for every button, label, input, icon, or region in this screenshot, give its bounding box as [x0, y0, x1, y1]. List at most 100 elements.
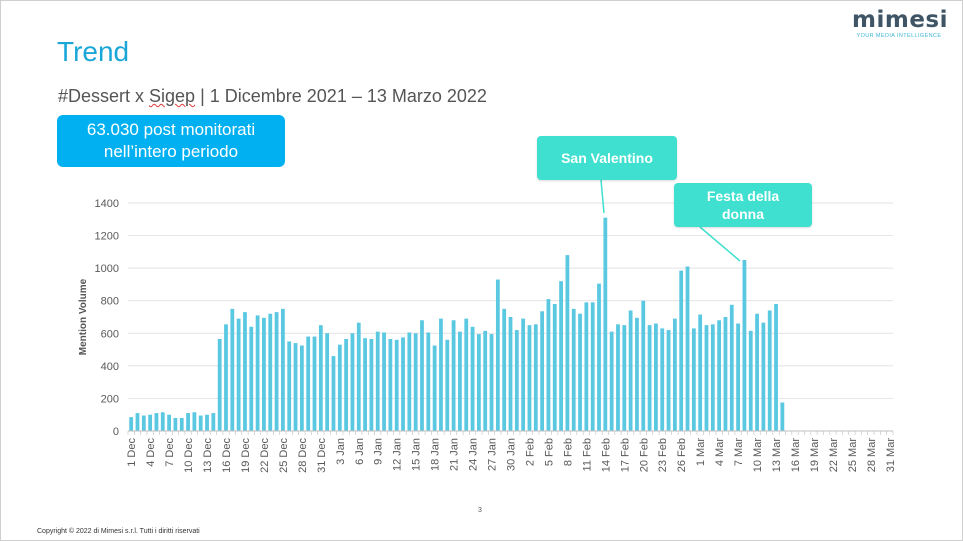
x-tick-label: 21 Jan	[449, 438, 461, 471]
bar	[186, 413, 190, 431]
x-tick-label: 24 Jan	[468, 438, 480, 471]
chart-x-axis: 1 Dec 4 Dec 7 Dec 10 Dec 13 Dec 16 Dec 19 Dec 2…	[126, 430, 897, 473]
x-tick-label: 23 Feb	[657, 438, 669, 472]
y-tick-label: 1000	[95, 263, 119, 275]
bar	[571, 308, 576, 431]
x-tick-label: 6 Jan	[354, 438, 366, 465]
total-posts-line2: nell’intero periodo	[103, 142, 239, 161]
x-tick-label: 16 Dec	[221, 438, 233, 473]
x-tick-label: 19 Mar	[809, 438, 821, 473]
x-tick-label: 27 Jan	[487, 438, 499, 471]
bar	[154, 413, 159, 431]
y-tick-label: 0	[113, 426, 119, 438]
x-tick-label: 5 Feb	[543, 438, 555, 466]
bar	[243, 312, 247, 431]
x-tick-label: 26 Feb	[676, 438, 688, 472]
bar	[129, 417, 134, 431]
bar	[375, 331, 380, 431]
x-tick-label: 13 Dec	[202, 438, 214, 473]
total-posts-line1: 63.030 post monitorati	[86, 120, 256, 139]
bar	[685, 266, 690, 431]
bar	[268, 313, 273, 431]
bar	[312, 336, 317, 431]
bar	[489, 334, 494, 431]
x-tick-label: 7 Mar	[733, 438, 745, 466]
bar	[394, 339, 399, 431]
callout-valentine: San Valentino	[537, 136, 677, 180]
bar	[445, 339, 450, 431]
bar	[363, 338, 367, 431]
bar	[230, 308, 235, 431]
bar	[654, 323, 658, 431]
bar	[224, 324, 228, 431]
chart-y-axis: 0 200 400 600 800 1000 1200 1400	[95, 198, 119, 438]
x-tick-label: 1 Dec	[126, 438, 138, 467]
bar	[451, 320, 456, 431]
bar	[761, 322, 766, 431]
bar	[464, 318, 469, 431]
chart-bars	[129, 217, 785, 431]
bar	[325, 333, 330, 431]
x-tick-label: 15 Jan	[411, 438, 423, 471]
bar	[262, 317, 266, 431]
bar	[470, 326, 475, 431]
bar	[337, 344, 342, 431]
bar	[622, 325, 627, 431]
bar	[774, 303, 778, 431]
page-subtitle: #Dessert x Sigep | 1 Dicembre 2021 – 13 …	[58, 86, 487, 107]
x-tick-label: 28 Dec	[297, 438, 309, 473]
subtitle-hashtag: #Dessert x	[58, 86, 150, 106]
bar	[729, 304, 734, 431]
x-tick-label: 22 Dec	[259, 438, 271, 473]
bar	[287, 341, 292, 431]
bar	[540, 311, 545, 431]
bar	[502, 308, 507, 431]
callout-women-day-line1: Festa della	[706, 188, 780, 204]
bar	[710, 324, 715, 431]
bar	[179, 417, 184, 431]
y-tick-label: 200	[101, 393, 119, 405]
x-tick-label: 18 Jan	[430, 438, 442, 471]
bar	[723, 317, 728, 431]
callout-pointer-women-day	[699, 226, 741, 262]
page-title: Trend	[57, 36, 130, 67]
bar	[717, 320, 722, 431]
copyright-notice: Copyright © 2022 di Mimesi s.r.l. Tutti …	[37, 528, 200, 535]
callout-women-day: Festa della donna	[674, 183, 812, 227]
x-tick-label: 28 Mar	[866, 438, 878, 473]
x-tick-label: 25 Dec	[278, 438, 290, 473]
bar	[508, 317, 513, 431]
y-tick-label: 600	[101, 328, 119, 340]
x-tick-label: 1 Mar	[695, 438, 707, 466]
bar	[413, 333, 418, 431]
bar	[641, 300, 646, 431]
x-tick-label: 31 Mar	[885, 438, 897, 473]
bar	[552, 303, 557, 431]
bar	[407, 332, 412, 431]
callout-women-day-line2: donna	[722, 206, 764, 222]
x-tick-label: 7 Dec	[164, 438, 176, 467]
x-tick-label: 4 Mar	[714, 438, 726, 466]
x-tick-label: 13 Mar	[771, 438, 783, 473]
bar	[698, 314, 703, 431]
x-tick-label: 12 Jan	[392, 438, 404, 471]
x-tick-label: 25 Mar	[847, 438, 859, 473]
bar	[660, 328, 665, 431]
bar	[628, 310, 633, 431]
bar	[704, 325, 709, 431]
bar	[293, 343, 298, 431]
x-tick-label: 22 Mar	[828, 438, 840, 473]
bar	[603, 217, 608, 431]
bar	[135, 413, 140, 431]
y-tick-label: 400	[101, 361, 119, 373]
bar	[767, 310, 772, 431]
bar	[514, 330, 519, 431]
bar	[647, 325, 652, 431]
bar	[533, 324, 538, 431]
bar	[217, 338, 222, 431]
page-number: 3	[478, 507, 482, 514]
bar	[198, 415, 203, 431]
bar	[160, 412, 165, 431]
y-tick-label: 1400	[95, 198, 119, 210]
x-tick-label: 10 Mar	[752, 438, 764, 473]
